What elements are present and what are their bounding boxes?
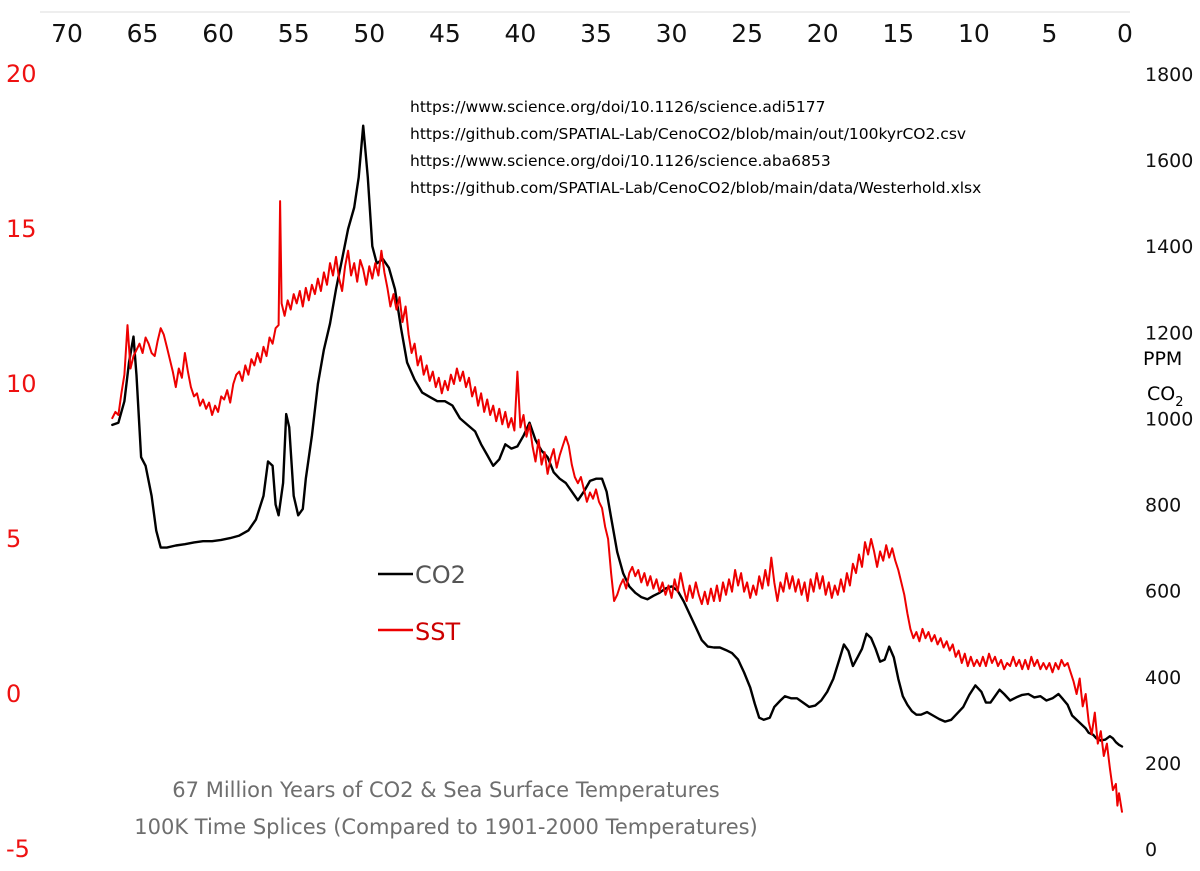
legend: CO2 SST [378,561,466,646]
source-url-3: https://www.science.org/doi/10.1126/scie… [410,152,831,170]
source-url-1: https://www.science.org/doi/10.1126/scie… [410,98,826,116]
right-y-axis: 1800 1600 1400 1200 1000 800 600 400 200 0 [1145,64,1193,861]
unit-co-text: CO [1147,383,1175,405]
series-line-sst [111,200,1123,813]
left-y-tick-label: 20 [6,60,37,88]
plot-area [111,124,1124,813]
x-tick-label: 5 [1041,19,1057,48]
left-y-tick-label: 10 [6,370,37,398]
source-url-2: https://github.com/SPATIAL-Lab/CenoCO2/b… [410,125,966,143]
right-y-tick-label: 600 [1145,581,1181,603]
left-y-tick-label: -5 [6,835,30,863]
right-axis-unit: PPM CO2 [1143,348,1184,410]
x-tick-label: 35 [580,19,612,48]
right-y-tick-label: 1600 [1145,150,1193,172]
right-y-tick-label: 800 [1145,495,1181,517]
left-y-axis: 20 15 10 5 0 -5 [6,60,37,863]
x-tick-label: 65 [127,19,159,48]
x-tick-label: 40 [505,19,537,48]
left-y-tick-label: 5 [6,525,21,553]
x-tick-label: 55 [278,19,310,48]
caption-line-1: 67 Million Years of CO2 & Sea Surface Te… [172,778,719,802]
x-tick-label: 30 [656,19,688,48]
right-y-tick-label: 200 [1145,753,1181,775]
x-tick-label: 60 [202,19,234,48]
right-y-tick-label: 1800 [1145,64,1193,86]
left-y-tick-label: 15 [6,215,37,243]
x-tick-label: 45 [429,19,461,48]
right-y-tick-label: 1400 [1145,236,1193,258]
caption-line-2: 100K Time Splices (Compared to 1901-2000… [134,815,758,839]
right-y-tick-label: 1200 [1145,322,1193,344]
x-tick-label: 15 [882,19,914,48]
legend-label-sst: SST [415,618,460,646]
chart-caption: 67 Million Years of CO2 & Sea Surface Te… [134,778,758,839]
unit-co2: CO2 [1147,383,1184,410]
x-tick-label: 0 [1117,19,1133,48]
right-y-tick-label: 1000 [1145,408,1193,430]
unit-ppm: PPM [1143,348,1182,370]
source-url-4: https://github.com/SPATIAL-Lab/CenoCO2/b… [410,179,981,197]
x-axis: 70 65 60 55 50 45 40 35 30 25 20 15 10 5 0 [40,11,1133,48]
x-tick-label: 20 [807,19,839,48]
x-tick-label: 25 [731,19,763,48]
x-tick-label: 10 [958,19,990,48]
x-tick-label: 50 [353,19,385,48]
x-tick-label: 70 [51,19,83,48]
right-y-tick-label: 0 [1145,839,1157,861]
source-links: https://www.science.org/doi/10.1126/scie… [410,98,981,197]
legend-label-co2: CO2 [415,561,466,589]
unit-subscript: 2 [1175,395,1183,410]
series-line-co2 [111,124,1124,748]
right-y-tick-label: 400 [1145,667,1181,689]
left-y-tick-label: 0 [6,680,21,708]
